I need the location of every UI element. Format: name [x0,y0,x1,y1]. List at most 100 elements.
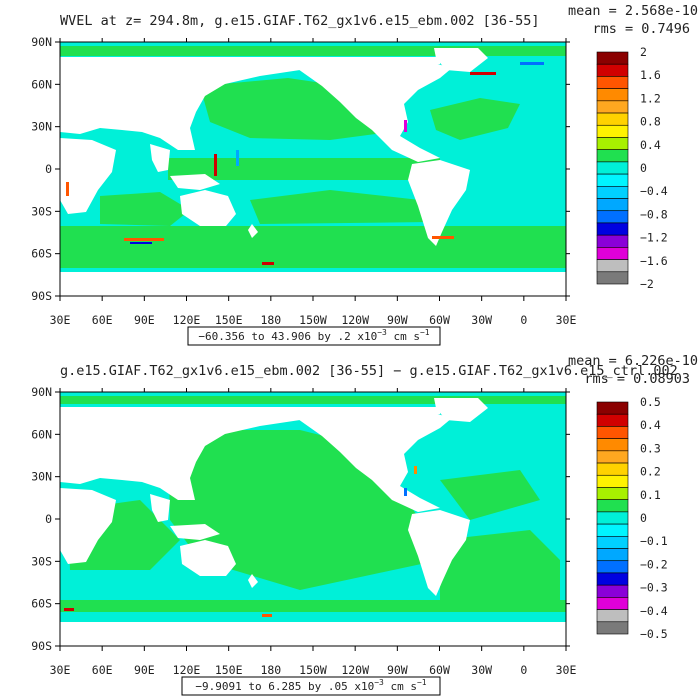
x-tick-label: 120E [173,663,201,677]
maritime-continent-land [170,174,220,190]
north-atlantic-region [440,470,540,520]
colorbar-label: 2 [640,45,647,59]
x-tick-label: 60E [92,313,113,327]
colorbar-swatch [596,609,629,623]
maritime-continent-land [170,524,220,540]
land-masses [60,398,566,646]
colorbar-swatch [596,597,629,610]
y-tick-label: 60S [31,247,52,261]
new-zealand-land [248,574,258,588]
colorbar-swatch [596,137,629,150]
indochina-land [150,494,170,522]
mean-stat: mean = 2.568e-10 [568,3,698,19]
y-tick-label: 30N [31,120,52,134]
colorbar-swatch [596,124,629,138]
colorbar-swatch [596,63,629,77]
colorbar-label: 0.1 [640,488,661,502]
antarctica-land [60,622,566,646]
eurasia-land [60,407,440,500]
x-tick-label: 30E [50,663,71,677]
colorbar-label: −0.2 [640,557,668,571]
colorbar-swatch [596,76,629,89]
x-tick-label: 30W [471,663,492,677]
colorbar-swatch [596,161,629,175]
range-box [181,676,441,696]
x-tick-label: 150W [299,663,327,677]
y-tick-label: 90N [31,35,52,49]
colorbar-swatch [596,584,629,598]
x-tick-label: 30E [556,313,577,327]
colorbar-swatch [596,511,629,525]
x-tick-label: 150E [215,313,243,327]
colorbar-swatch [596,149,629,163]
panel-title: WVEL at z= 294.8m, g.e15.GIAF.T62_gx1v6.… [60,13,540,29]
colorbar-label: 0.5 [640,395,661,409]
x-tick-label: 60E [92,663,113,677]
colorbar-swatch [596,88,629,102]
colorbar-swatch [596,210,629,224]
southern-ocean-band [60,600,566,612]
range-text: −60.356 to 43.906 by .2 x10−3 cm s−1 [198,328,429,343]
y-tick-label: 0 [45,162,52,176]
indochina-land [150,144,170,172]
x-tick-label: 0 [520,663,527,677]
south-america-land [408,510,470,596]
colorbar-label: −0.1 [640,534,668,548]
africa-land [60,138,116,214]
y-tick-label: 60S [31,597,52,611]
x-tick-label: 30E [556,663,577,677]
x-tick-label: 120W [341,663,369,677]
x-tick-label: 180 [260,313,281,327]
colorbar-swatch [596,621,629,635]
colorbar-swatch [596,572,629,586]
land-masses [60,48,566,296]
x-tick-label: 30E [50,313,71,327]
eurasia-land [60,57,440,150]
boundary-extremes [66,62,544,265]
colorbar-label: −2 [640,277,654,291]
x-tick-label: 90W [387,313,408,327]
colorbar-swatch [596,51,629,65]
australia-land [180,190,236,226]
southern-ocean-band [60,226,566,268]
colorbar-swatch [596,112,629,126]
x-tick-label: 30W [471,313,492,327]
boundary-extremes [64,466,417,617]
colorbar-swatch [596,426,629,439]
colorbar-label: −1.6 [640,254,668,268]
map-plot: 30E 60E 90E 120E 150E 180 150W 120W 90W 60W 30W 0 30… [31,385,576,677]
y-tick-label: 60N [31,427,52,441]
x-tick-label: 120W [341,313,369,327]
south-pacific-region [250,190,430,224]
colorbar-label: 0.8 [640,115,661,129]
arctic-band [60,46,566,56]
colorbar-label: 0.4 [640,138,661,152]
colorbar-swatch [596,548,629,562]
colorbar-swatch [596,247,629,260]
colorbar-swatch [596,401,629,415]
y-tick-label: 90S [31,289,52,303]
colorbar-swatch [596,474,629,488]
rms-stat: rms = 0.7496 [592,21,690,37]
colorbar-swatch [596,499,629,513]
colorbar-swatch [596,560,629,574]
greenland-land [434,398,488,422]
positive-regions [60,46,566,268]
colorbar-swatch [596,173,629,187]
y-tick-label: 30S [31,204,52,218]
south-atlantic-region [440,530,560,600]
panel-top: WVEL at z= 294.8m, g.e15.GIAF.T62_gx1v6.… [31,3,698,346]
x-tick-label: 60W [429,313,450,327]
colorbar-label: 0.3 [640,441,661,455]
panel-title: g.e15.GIAF.T62_gx1v6.e15_ebm.002 [36-55]… [60,363,678,379]
colorbar-swatch [596,462,629,476]
range-box [187,326,441,346]
colorbar-label: −0.8 [640,207,668,221]
colorbar-swatch [596,198,629,212]
north-america-land [288,408,452,512]
colorbar-swatch [596,271,629,285]
x-tick-label: 60W [429,663,450,677]
map-plot: 30E 60E 90E 120E 150E 180 150W 120W 90W 60W 30W 0 30… [31,35,576,327]
x-tick-label: 90W [387,663,408,677]
colorbar-swatch [596,487,629,500]
